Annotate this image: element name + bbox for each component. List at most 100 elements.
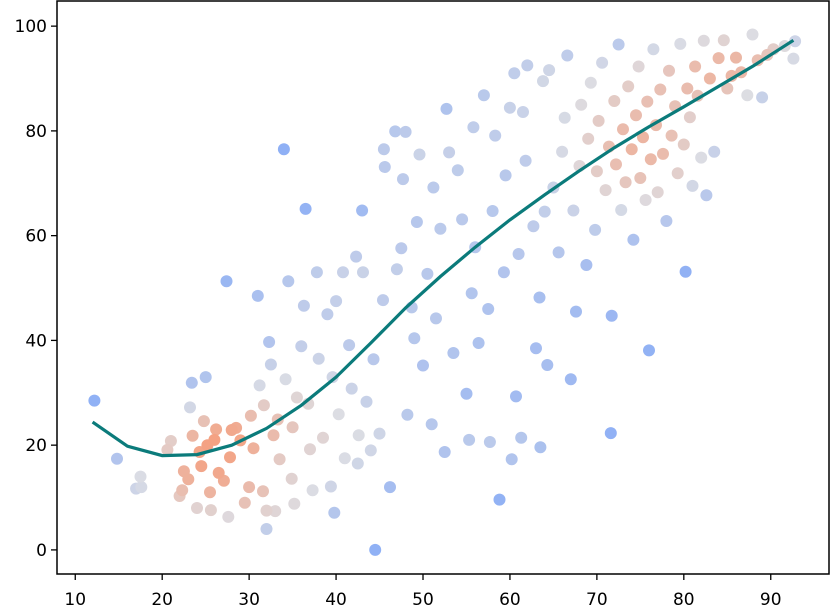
scatter-point <box>660 215 673 227</box>
y-tick-label: 20 <box>25 436 47 456</box>
x-axis: 10 20 30 40 50 60 70 80 90 <box>64 574 782 610</box>
scatter-point <box>697 34 710 47</box>
scatter-point <box>330 295 343 308</box>
y-tick-label: 60 <box>25 227 47 247</box>
scatter-point <box>263 336 276 348</box>
scatter-point <box>220 275 233 288</box>
scatter-point <box>641 95 654 108</box>
scatter-point <box>421 267 434 280</box>
scatter-point <box>408 332 421 345</box>
scatter-point <box>288 497 301 510</box>
scatter-point <box>552 246 565 259</box>
plot-frame <box>56 0 830 575</box>
scatter-point <box>410 216 423 228</box>
scatter-point <box>182 473 195 486</box>
scatter-point <box>756 91 769 104</box>
scatter-point <box>352 429 365 442</box>
scatter-point <box>605 309 618 322</box>
y-tick-label: 0 <box>36 541 47 561</box>
scatter-point <box>360 395 373 408</box>
scatter-point <box>575 98 588 111</box>
scatter-point <box>663 64 675 77</box>
scatter-point <box>622 80 635 93</box>
scatter-point <box>467 121 480 134</box>
scatter-point <box>712 52 725 65</box>
scatter-point <box>465 287 478 300</box>
scatter-point <box>184 401 196 414</box>
scatter-point <box>224 451 236 464</box>
scatter-point <box>397 173 409 186</box>
scatter-point <box>430 312 442 325</box>
scatter-point <box>558 111 571 124</box>
scatter-point <box>273 453 286 466</box>
scatter-point <box>721 82 734 95</box>
scatter-point <box>295 340 308 353</box>
scatter-point <box>204 486 216 499</box>
scatter-point <box>332 408 345 421</box>
scatter-point <box>695 151 708 164</box>
scatter-point <box>521 59 534 72</box>
scatter-point <box>282 275 295 288</box>
scatter-point <box>447 347 460 359</box>
scatter-point <box>530 342 542 355</box>
scatter-point <box>260 504 273 517</box>
scatter-point <box>134 470 147 483</box>
scatter-point <box>210 423 223 436</box>
scatter-point <box>639 194 652 206</box>
scatter-point <box>399 125 412 138</box>
x-tick-label: 90 <box>760 590 782 610</box>
scatter-point <box>517 106 529 118</box>
scatter-point <box>556 145 569 158</box>
scatter-point <box>310 266 323 279</box>
scatter-point <box>533 291 546 304</box>
scatter-point <box>88 394 101 407</box>
scatter-point <box>570 305 582 318</box>
scatter-point <box>369 543 382 556</box>
scatter-point <box>580 259 593 271</box>
scatter-point <box>493 493 506 506</box>
scatter-point <box>324 480 337 493</box>
scatter-point <box>483 436 496 448</box>
scatter-point <box>527 220 540 233</box>
scatter-point <box>519 154 532 167</box>
scatter-point <box>427 181 440 194</box>
scatter-point <box>135 481 148 494</box>
scatter-point <box>683 111 696 124</box>
scatter-point <box>357 266 369 279</box>
scatter-point <box>425 418 438 431</box>
scatter-point <box>515 431 528 444</box>
x-tick-label: 20 <box>151 590 173 610</box>
scatter-point <box>677 138 690 151</box>
scatter-point <box>610 158 622 171</box>
scatter-point <box>482 303 495 315</box>
scatter-point <box>351 457 364 470</box>
scatter-points <box>88 28 802 556</box>
scatter-point <box>111 452 123 465</box>
scatter-point <box>644 153 657 166</box>
scatter-point <box>306 484 319 497</box>
scatter-point <box>625 143 638 156</box>
scatter-point <box>746 28 759 41</box>
scatter-point <box>505 453 518 466</box>
scatter-point <box>647 43 660 56</box>
scatter-point <box>243 481 256 494</box>
scatter-point <box>251 289 264 302</box>
x-tick-label: 80 <box>673 590 695 610</box>
scatter-point <box>338 452 351 465</box>
scatter-point <box>538 205 551 218</box>
scatter-point <box>257 399 270 412</box>
scatter-point <box>337 266 349 279</box>
scatter-point <box>395 242 408 255</box>
scatter-point <box>590 165 603 178</box>
scatter-point <box>608 95 621 107</box>
scatter-point <box>617 123 629 136</box>
scatter-point <box>257 485 269 498</box>
scatter-point <box>510 390 522 403</box>
x-tick-label: 50 <box>412 590 434 610</box>
scatter-point <box>222 510 235 523</box>
scatter-point <box>654 83 667 96</box>
scatter-point <box>343 339 356 352</box>
scatter-point <box>269 505 282 518</box>
scatter-point <box>584 76 597 89</box>
scatter-point <box>789 35 802 48</box>
